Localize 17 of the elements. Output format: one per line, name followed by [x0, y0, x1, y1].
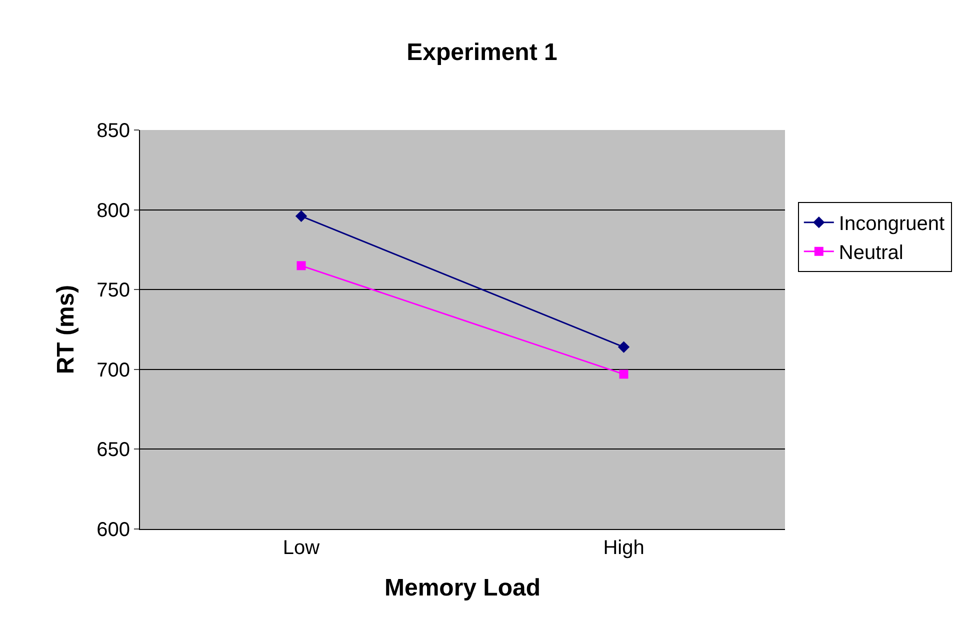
y-axis-title: RT (ms)	[52, 284, 80, 374]
chart-title: Experiment 1	[406, 39, 558, 66]
point	[295, 210, 308, 222]
y-tick-label: 750	[96, 280, 130, 302]
y-tick-label: 800	[96, 200, 130, 222]
point	[619, 370, 628, 379]
point	[296, 261, 306, 270]
x-tick-label: Low	[282, 537, 320, 559]
x-tick-label: High	[603, 537, 644, 559]
x-axis-title: Memory Load	[384, 574, 541, 602]
y-tick-label: 600	[96, 519, 130, 541]
point	[618, 341, 630, 353]
legend-label: Incongruent	[838, 213, 945, 236]
y-tick-label: 700	[96, 359, 130, 382]
y-tick-label: 850	[96, 120, 130, 142]
y-tick-label: 650	[96, 439, 130, 462]
legend-label: Neutral	[838, 242, 904, 264]
